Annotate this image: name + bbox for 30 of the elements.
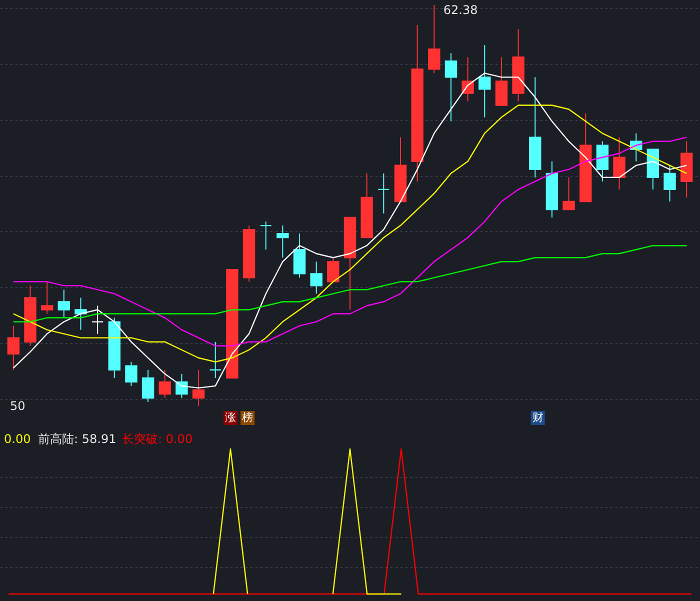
candlestick [613, 136, 626, 190]
text: 财 [532, 411, 544, 424]
candlestick [91, 305, 104, 334]
candlestick [58, 289, 70, 318]
text: 涨 [224, 411, 236, 424]
candlestick [478, 44, 491, 118]
text: 榜 [242, 411, 254, 424]
text: 前高陆: 58.91 [38, 432, 116, 446]
candlestick [428, 4, 440, 74]
candlestick [192, 369, 205, 406]
candlestick [327, 257, 340, 282]
annotation: 50 [10, 399, 26, 413]
candlestick [74, 297, 87, 330]
candlestick [125, 361, 138, 386]
candlestick [142, 369, 154, 402]
candlestick [378, 172, 390, 214]
candlestick [444, 52, 458, 122]
candlestick [158, 369, 171, 398]
candlestick [664, 164, 676, 202]
candlestick [209, 341, 222, 378]
candlestick [7, 325, 20, 370]
text: 长突破: 0.00 [122, 432, 193, 446]
text: 0.00 [4, 432, 31, 446]
candlestick [260, 221, 272, 250]
annotation: 62.38 [443, 3, 478, 17]
candlestick [310, 261, 322, 294]
candlestick [562, 176, 575, 210]
candlestick [40, 281, 54, 314]
candlestick [276, 225, 289, 258]
candlestick [176, 373, 188, 398]
